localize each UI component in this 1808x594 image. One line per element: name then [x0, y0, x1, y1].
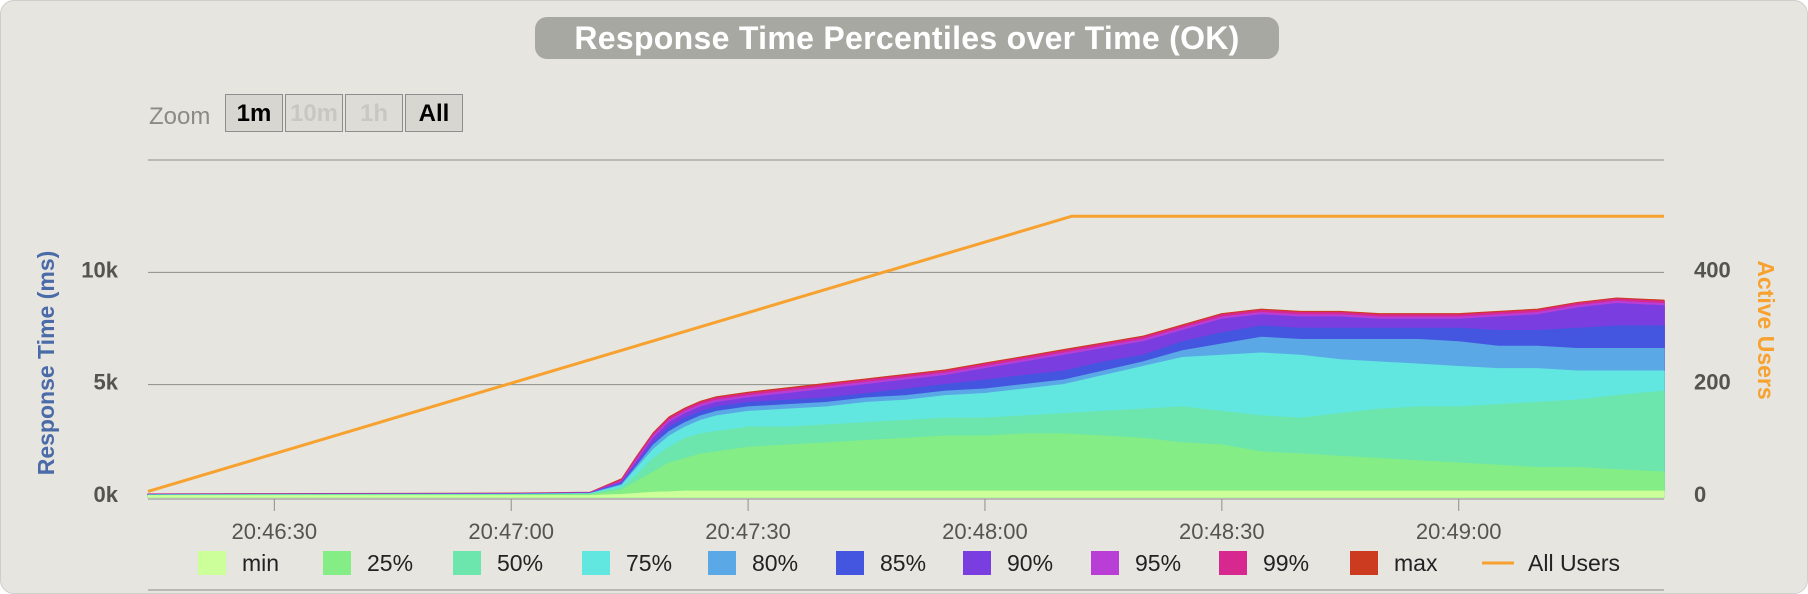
- legend-swatch-85pct: [836, 551, 864, 575]
- y-tick-label: 5k: [94, 370, 119, 395]
- legend-swatch-80pct: [708, 551, 736, 575]
- x-tick-label: 20:48:30: [1179, 519, 1265, 544]
- x-tick-label: 20:48:00: [942, 519, 1028, 544]
- legend-item-85pct[interactable]: 85%: [880, 550, 926, 576]
- y-tick-label: 10k: [81, 257, 118, 282]
- legend-swatch-90pct: [963, 551, 991, 575]
- zoom-label: Zoom: [149, 103, 211, 130]
- legend-item-50pct[interactable]: 50%: [497, 550, 543, 576]
- legend-item-90pct[interactable]: 90%: [1007, 550, 1053, 576]
- legend-swatch-50pct: [453, 551, 481, 575]
- zoom-10m-button: 10m: [285, 94, 343, 132]
- y2-tick-label: 0: [1694, 482, 1706, 507]
- x-tick-label: 20:47:00: [468, 519, 554, 544]
- x-tick-label: 20:49:00: [1416, 519, 1502, 544]
- x-tick-label: 20:47:30: [705, 519, 791, 544]
- y2-tick-label: 200: [1694, 370, 1731, 395]
- zoom-1h-button: 1h: [345, 94, 403, 132]
- legend-item-max[interactable]: max: [1394, 550, 1438, 576]
- legend-swatch-95pct: [1091, 551, 1119, 575]
- all-users-line: [147, 214, 1664, 493]
- legend-item-95pct[interactable]: 95%: [1135, 550, 1181, 576]
- legend-item-all-users[interactable]: All Users: [1528, 550, 1620, 576]
- area-min: [147, 490, 1665, 498]
- legend-item-min[interactable]: min: [242, 550, 279, 576]
- legend-item-75pct[interactable]: 75%: [626, 550, 672, 576]
- legend-swatch-75pct: [582, 551, 610, 575]
- y2-tick-label: 400: [1694, 257, 1731, 282]
- legend-item-99pct[interactable]: 99%: [1263, 550, 1309, 576]
- y-tick-label: 0k: [94, 482, 119, 507]
- y-axis-title: Response Time (ms): [33, 251, 59, 476]
- zoom-1m-button[interactable]: 1m: [225, 94, 283, 132]
- legend-swatch-25pct: [323, 551, 351, 575]
- legend-swatch-max: [1350, 551, 1378, 575]
- zoom-all-button[interactable]: All: [405, 94, 463, 132]
- legend-swatch-min: [198, 551, 226, 575]
- legend-swatch-99pct: [1219, 551, 1247, 575]
- legend-item-80pct[interactable]: 80%: [752, 550, 798, 576]
- legend-item-25pct[interactable]: 25%: [367, 550, 413, 576]
- x-tick-label: 20:46:30: [232, 519, 318, 544]
- y2-axis-title: Active Users: [1753, 260, 1779, 399]
- area-25pct: [147, 433, 1665, 498]
- chart-title: Response Time Percentiles over Time (OK): [535, 17, 1279, 59]
